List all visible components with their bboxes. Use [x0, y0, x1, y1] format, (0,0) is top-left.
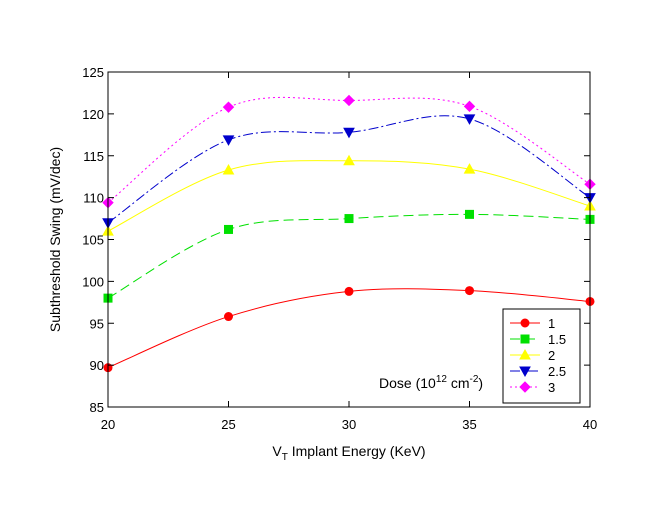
series-layer [102, 94, 596, 373]
y-tick-label: 120 [82, 107, 104, 122]
legend-marker [520, 318, 530, 328]
data-point [465, 209, 474, 219]
x-tick-label: 20 [101, 417, 115, 432]
data-point [222, 163, 235, 175]
legend-entry: 2 [510, 348, 555, 363]
series-2 [102, 154, 596, 236]
y-tick-label: 125 [82, 65, 104, 80]
legend-title: Dose (1012 cm-2) [379, 374, 483, 391]
legend-label: 1 [548, 316, 555, 331]
legend-marker [519, 348, 531, 360]
legend-marker [520, 334, 530, 344]
data-point [343, 154, 355, 166]
tick-layer: 20 25 30 35 40 85 90 95 100 105 110 115 120 125 [82, 65, 597, 432]
legend-label: 1.5 [548, 332, 566, 347]
data-point [224, 312, 233, 322]
series-line [107, 96, 591, 204]
legend-label: 3 [548, 380, 555, 395]
data-point [463, 163, 476, 174]
x-tick-label: 40 [583, 417, 597, 432]
x-tick-label: 35 [462, 417, 476, 432]
legend-marker [519, 366, 531, 378]
y-tick-label: 115 [83, 149, 104, 164]
x-tick-label: 30 [342, 417, 356, 432]
data-point [222, 135, 235, 146]
y-tick-label: 100 [82, 274, 104, 289]
legend-entry: 3 [510, 380, 555, 395]
data-point [463, 114, 476, 125]
y-axis-label: Subthreshold Swing (mV/dec) [47, 147, 63, 332]
data-point [344, 214, 354, 224]
series-line [107, 115, 591, 224]
legend-marker [519, 381, 531, 393]
y-tick-label: 110 [83, 191, 104, 206]
data-point [222, 101, 235, 113]
data-point [343, 127, 355, 139]
legend-label: 2 [548, 348, 555, 363]
legend-entry: 2.5 [510, 364, 566, 379]
x-tick-label: 25 [221, 417, 235, 432]
x-axis-label: VT Implant Energy (KeV) [272, 443, 425, 463]
y-tick-label: 85 [90, 400, 104, 415]
y-tick-label: 105 [82, 233, 104, 248]
series-2-5 [102, 114, 596, 229]
series-line [107, 213, 591, 299]
legend-entry: 1 [510, 316, 555, 331]
y-tick-label: 90 [90, 358, 104, 373]
legend: 11.522.53 [502, 308, 581, 404]
data-point [465, 286, 474, 296]
data-point [343, 94, 355, 107]
data-point [224, 224, 233, 234]
legend-entry: 1.5 [510, 332, 566, 347]
series-3 [102, 94, 596, 209]
series-1 [103, 286, 595, 373]
data-point [344, 286, 354, 296]
data-point [463, 100, 476, 113]
legend-label: 2.5 [548, 364, 566, 379]
y-tick-label: 95 [90, 316, 104, 331]
